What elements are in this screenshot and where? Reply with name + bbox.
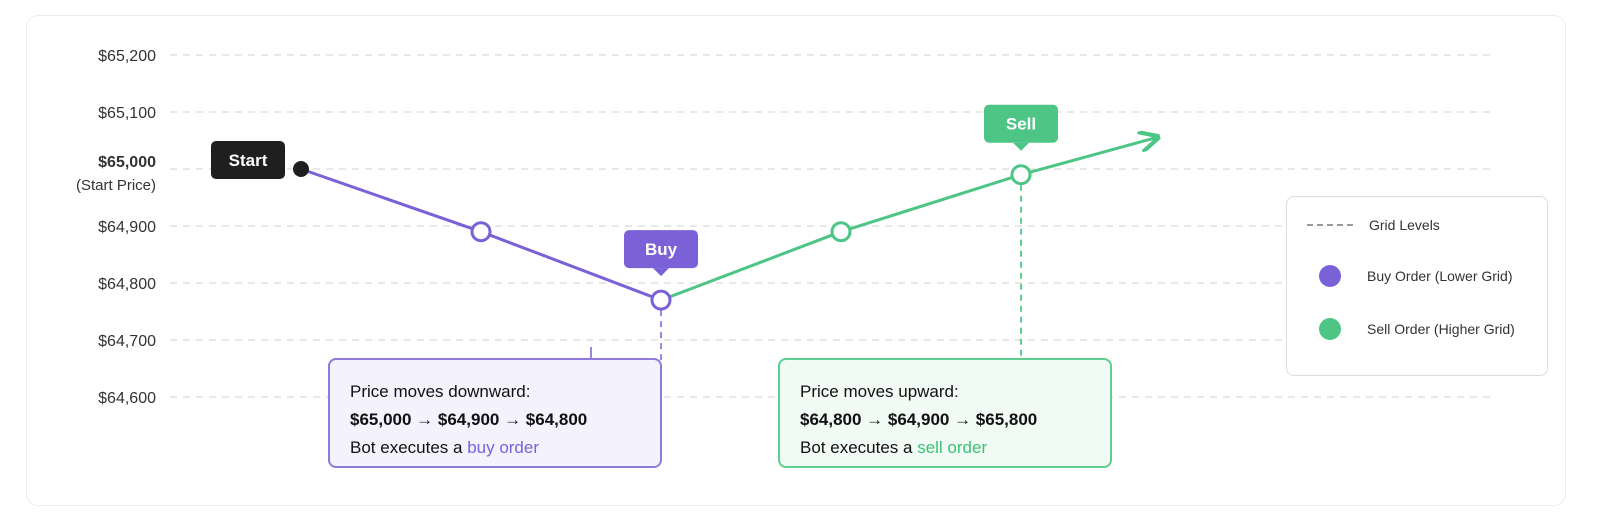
- sell-order-highlight: sell order: [917, 438, 988, 457]
- y-tick-label: $64,900: [98, 219, 156, 236]
- purple-dot-icon: [1319, 265, 1341, 287]
- buy-note-price-path: $65,000 → $64,900 → $64,800: [350, 410, 588, 429]
- callout-start: Start: [211, 141, 285, 179]
- legend: Grid Levels Buy Order (Lower Grid) Sell …: [1286, 196, 1548, 376]
- buy-side-point: [470, 221, 492, 243]
- y-tick-label: $64,600: [98, 390, 156, 407]
- sell-note-price-path: $64,800 → $64,900 → $65,800: [800, 410, 1038, 429]
- callout-label: Sell: [1006, 115, 1036, 134]
- y-tick-label: $64,700: [98, 333, 156, 350]
- callout-box: [984, 104, 1058, 143]
- y-tick-label: $65,000: [98, 154, 156, 171]
- callout-label: Buy: [645, 240, 678, 259]
- buy-point: [650, 289, 672, 311]
- legend-item-grid-levels: Grid Levels: [1307, 213, 1440, 237]
- callout-label: Start: [229, 151, 268, 170]
- callout-box: [211, 141, 285, 179]
- legend-item-buy-order: Buy Order (Lower Grid): [1307, 264, 1512, 288]
- y-tick-sublabel: (Start Price): [76, 177, 156, 194]
- y-tick-label: $64,800: [98, 276, 156, 293]
- sell-side-point: [830, 221, 852, 243]
- y-tick-label: $65,100: [98, 105, 156, 122]
- legend-label-buy-order: Buy Order (Lower Grid): [1367, 268, 1513, 284]
- sell-note-prefix: Bot executes a: [800, 438, 918, 457]
- y-tick-label: $65,200: [98, 48, 156, 65]
- legend-item-sell-order: Sell Order (Higher Grid): [1307, 317, 1515, 341]
- buy-order-highlight: buy order: [467, 438, 540, 457]
- legend-label-sell-order: Sell Order (Higher Grid): [1367, 321, 1515, 337]
- callout-box: [624, 230, 698, 269]
- buy-note-prefix: Bot executes a: [350, 438, 468, 457]
- dashed-line-icon: [1307, 224, 1353, 226]
- buy-note-line1: Price moves downward:: [350, 382, 531, 401]
- callout-sell: Sell: [984, 104, 1058, 151]
- green-dot-icon: [1319, 318, 1341, 340]
- sell-point: [1010, 164, 1032, 186]
- sell-explanation-box: Price moves upward: $64,800 → $64,900 → …: [778, 358, 1112, 468]
- callout-pointer: [1013, 142, 1029, 151]
- buy-explanation-box: Price moves downward: $65,000 → $64,900 …: [328, 358, 662, 468]
- callout-pointer: [653, 268, 669, 277]
- sell-note-line1: Price moves upward:: [800, 382, 959, 401]
- series-line-up: [659, 138, 1156, 302]
- callout-buy: Buy: [624, 230, 698, 277]
- start-point: [293, 161, 309, 177]
- legend-label-grid-levels: Grid Levels: [1369, 217, 1440, 233]
